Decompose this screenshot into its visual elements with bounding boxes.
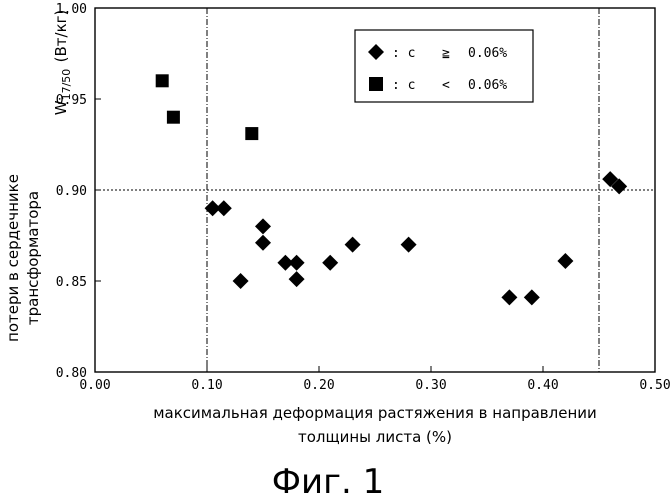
diamond-point: [288, 254, 305, 271]
figure-caption: Фиг. 1: [272, 462, 384, 500]
square-point: [155, 74, 169, 88]
diamond-point: [344, 236, 361, 253]
diamond-point: [255, 218, 271, 235]
y-tick-label: 0.90: [56, 184, 87, 199]
y-axis-label-line1: потери в сердечнике: [4, 174, 22, 342]
diamond-point: [400, 236, 417, 253]
x-tick-label: 0.40: [527, 378, 558, 393]
legend-diamond-icon: [368, 44, 384, 60]
legend-square-icon: [369, 77, 383, 91]
y-tick-label: 0.95: [56, 93, 87, 108]
diamond-point: [501, 289, 518, 306]
x-tick-label: 0.10: [191, 378, 222, 393]
x-axis-label-line1: максимальная деформация растяжения в нап…: [153, 404, 597, 422]
y-axis-label-line2: трансформатора: [24, 191, 42, 325]
diamond-point: [557, 252, 574, 269]
legend-label-prefix: : c: [392, 78, 415, 93]
y-tick-label: 1.00: [56, 2, 87, 17]
diamond-point: [232, 273, 249, 289]
diamond-point: [288, 271, 305, 288]
legend-label-prefix: : c: [392, 46, 415, 61]
y-tick-label: 0.85: [56, 275, 87, 290]
diamond-point: [215, 200, 232, 217]
x-axis-ticks: 0.00 0.10 0.20 0.30 0.40 0.50: [79, 366, 670, 393]
square-point: [166, 110, 180, 124]
legend-label-value: 0.06%: [468, 78, 507, 93]
y-axis-ticks: 0.80 0.85 0.90 0.95 1.00: [56, 2, 101, 381]
diamond-point: [277, 254, 294, 271]
x-tick-label: 0.20: [303, 378, 334, 393]
diamond-point: [611, 178, 628, 195]
diamond-point: [255, 234, 271, 251]
diamond-point: [602, 171, 619, 188]
legend-box: [354, 29, 534, 103]
reference-lines: [95, 8, 655, 372]
x-tick-label: 0.50: [639, 378, 670, 393]
legend: : c ≧ 0.06% : c <0.06%: [354, 29, 534, 103]
data-points: [155, 74, 628, 306]
legend-label-operator: ≧: [442, 46, 450, 61]
square-point: [245, 127, 259, 141]
legend-label-operator: <: [442, 78, 450, 93]
x-axis-label-line2: толщины листа (%): [298, 428, 452, 446]
diamond-point: [204, 200, 221, 217]
diamond-point: [523, 289, 540, 306]
legend-label-value: 0.06%: [468, 46, 507, 61]
x-tick-label: 0.30: [415, 378, 446, 393]
diamond-point: [322, 254, 339, 271]
y-axis-label: потери в сердечнике трансформатора W17/5…: [4, 10, 73, 342]
y-tick-label: 0.80: [56, 366, 87, 381]
x-tick-label: 0.00: [79, 378, 110, 393]
y-axis-unit: (Вт/кг): [52, 10, 70, 63]
y-axis-symbol: W17/50: [52, 69, 73, 116]
